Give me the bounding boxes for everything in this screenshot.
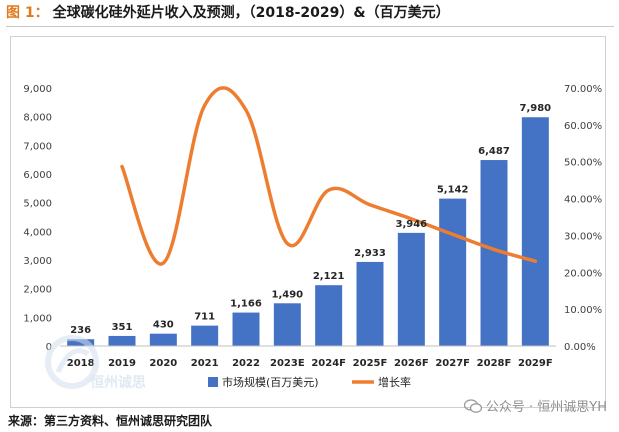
wechat-icon bbox=[463, 399, 482, 413]
wechat-label: 公众号 · 恒州诚思YH bbox=[485, 400, 607, 415]
bar-2023E bbox=[273, 303, 301, 346]
right-tick-label: 60.00% bbox=[564, 121, 602, 132]
x-tick-label-2026F: 2026F bbox=[394, 358, 429, 369]
left-tick-label: 2,000 bbox=[23, 285, 52, 296]
x-axis: 2018 2019 2020 2021 2022 2023E 2024F 2025F 2026F… bbox=[60, 345, 556, 369]
x-tick-label-2020: 2020 bbox=[149, 358, 177, 369]
figure-title: 图 1： 全球碳化硅外延片收入及预测，（2018-2029）&（百万美元） bbox=[6, 2, 614, 24]
legend-swatch-bar bbox=[208, 377, 218, 387]
left-tick-label: 7,000 bbox=[23, 141, 52, 152]
data-label-2018: 236 bbox=[70, 325, 91, 336]
right-tick-label: 30.00% bbox=[564, 231, 602, 242]
data-label-2025F: 2,933 bbox=[354, 248, 386, 259]
right-tick-label: 10.00% bbox=[564, 305, 602, 316]
source-note: 来源：第三方资料、恒州诚思研究团队 bbox=[8, 414, 213, 428]
bar-2024F bbox=[315, 285, 343, 346]
left-tick-label: 3,000 bbox=[23, 256, 52, 267]
data-label-2023E: 1,490 bbox=[272, 289, 304, 300]
left-tick-label: 5,000 bbox=[23, 199, 52, 210]
bar-2021 bbox=[191, 325, 219, 346]
x-tick-label-2025F: 2025F bbox=[353, 358, 388, 369]
wechat-watermark: 公众号 · 恒州诚思YH bbox=[463, 396, 607, 415]
chart-frame bbox=[10, 36, 606, 408]
left-tick-label: 8,000 bbox=[23, 113, 52, 124]
data-label-2020: 430 bbox=[153, 320, 174, 331]
data-label-2028F: 6,487 bbox=[478, 146, 510, 157]
right-axis: 0.00% 10.00% 20.00% 30.00% 40.00% 50.00% 60.00… bbox=[564, 84, 602, 353]
right-tick-label: 20.00% bbox=[564, 268, 602, 279]
right-tick-label: 70.00% bbox=[564, 84, 602, 95]
x-tick-label-2018: 2018 bbox=[67, 358, 95, 369]
data-label-2029F: 7,980 bbox=[520, 103, 552, 114]
bar-2020 bbox=[149, 333, 177, 346]
growth-rate-line bbox=[120, 86, 538, 266]
data-label-2027F: 5,142 bbox=[437, 185, 469, 196]
x-tick-label-2029F: 2029F bbox=[518, 358, 553, 369]
bar-2026F bbox=[397, 232, 425, 346]
data-label-2026F: 3,946 bbox=[396, 219, 428, 230]
x-tick-label-2027F: 2027F bbox=[435, 358, 470, 369]
line-series bbox=[120, 86, 538, 266]
right-tick-label: 50.00% bbox=[564, 158, 602, 169]
x-tick-label-2028F: 2028F bbox=[477, 358, 512, 369]
right-tick-label: 40.00% bbox=[564, 195, 602, 206]
watermark-logo-text: 恒州诚思 bbox=[90, 375, 146, 391]
bar-2019 bbox=[108, 335, 136, 346]
title-divider bbox=[6, 26, 614, 27]
data-label-2022: 1,166 bbox=[230, 299, 262, 310]
x-tick-label-2019: 2019 bbox=[108, 358, 136, 369]
watermark-logo: 恒州诚思 bbox=[44, 332, 164, 394]
left-tick-label: 6,000 bbox=[23, 170, 52, 181]
left-tick-label: 9,000 bbox=[23, 84, 52, 95]
figure-label: 图 1： bbox=[6, 5, 49, 21]
bar-2025F bbox=[356, 261, 384, 346]
logo-mark-icon bbox=[45, 335, 99, 389]
data-label-2021: 711 bbox=[194, 312, 215, 323]
x-tick-label-2021: 2021 bbox=[191, 358, 219, 369]
bar-series bbox=[67, 117, 549, 347]
data-labels: 236 351 430 711 1,166 1,490 2,121 2,933 3,946 5,1… bbox=[70, 103, 551, 336]
bar-2029F bbox=[521, 117, 549, 347]
bar-2022 bbox=[232, 312, 260, 346]
x-tick-label-2022: 2022 bbox=[232, 358, 260, 369]
left-tick-label: 4,000 bbox=[23, 227, 52, 238]
x-tick-label-2024F: 2024F bbox=[311, 358, 346, 369]
figure-title-text: 全球碳化硅外延片收入及预测，（2018-2029）&（百万美元） bbox=[52, 5, 450, 21]
left-tick-label: 1,000 bbox=[23, 313, 52, 324]
legend: 市场规模(百万美元) 增长率 bbox=[208, 375, 411, 389]
right-tick-label: 0.00% bbox=[564, 342, 596, 353]
legend-label-line: 增长率 bbox=[378, 375, 411, 389]
x-tick-label-2023E: 2023E bbox=[270, 358, 305, 369]
data-label-2024F: 2,121 bbox=[313, 271, 345, 282]
legend-label-bar: 市场规模(百万美元) bbox=[222, 375, 319, 389]
data-label-2019: 351 bbox=[112, 322, 133, 333]
left-axis: 0 1,000 2,000 3,000 4,000 5,000 6,000 7,000 8,00… bbox=[23, 84, 52, 353]
bar-2027F bbox=[439, 198, 467, 346]
left-tick-label: 0 bbox=[46, 342, 52, 353]
